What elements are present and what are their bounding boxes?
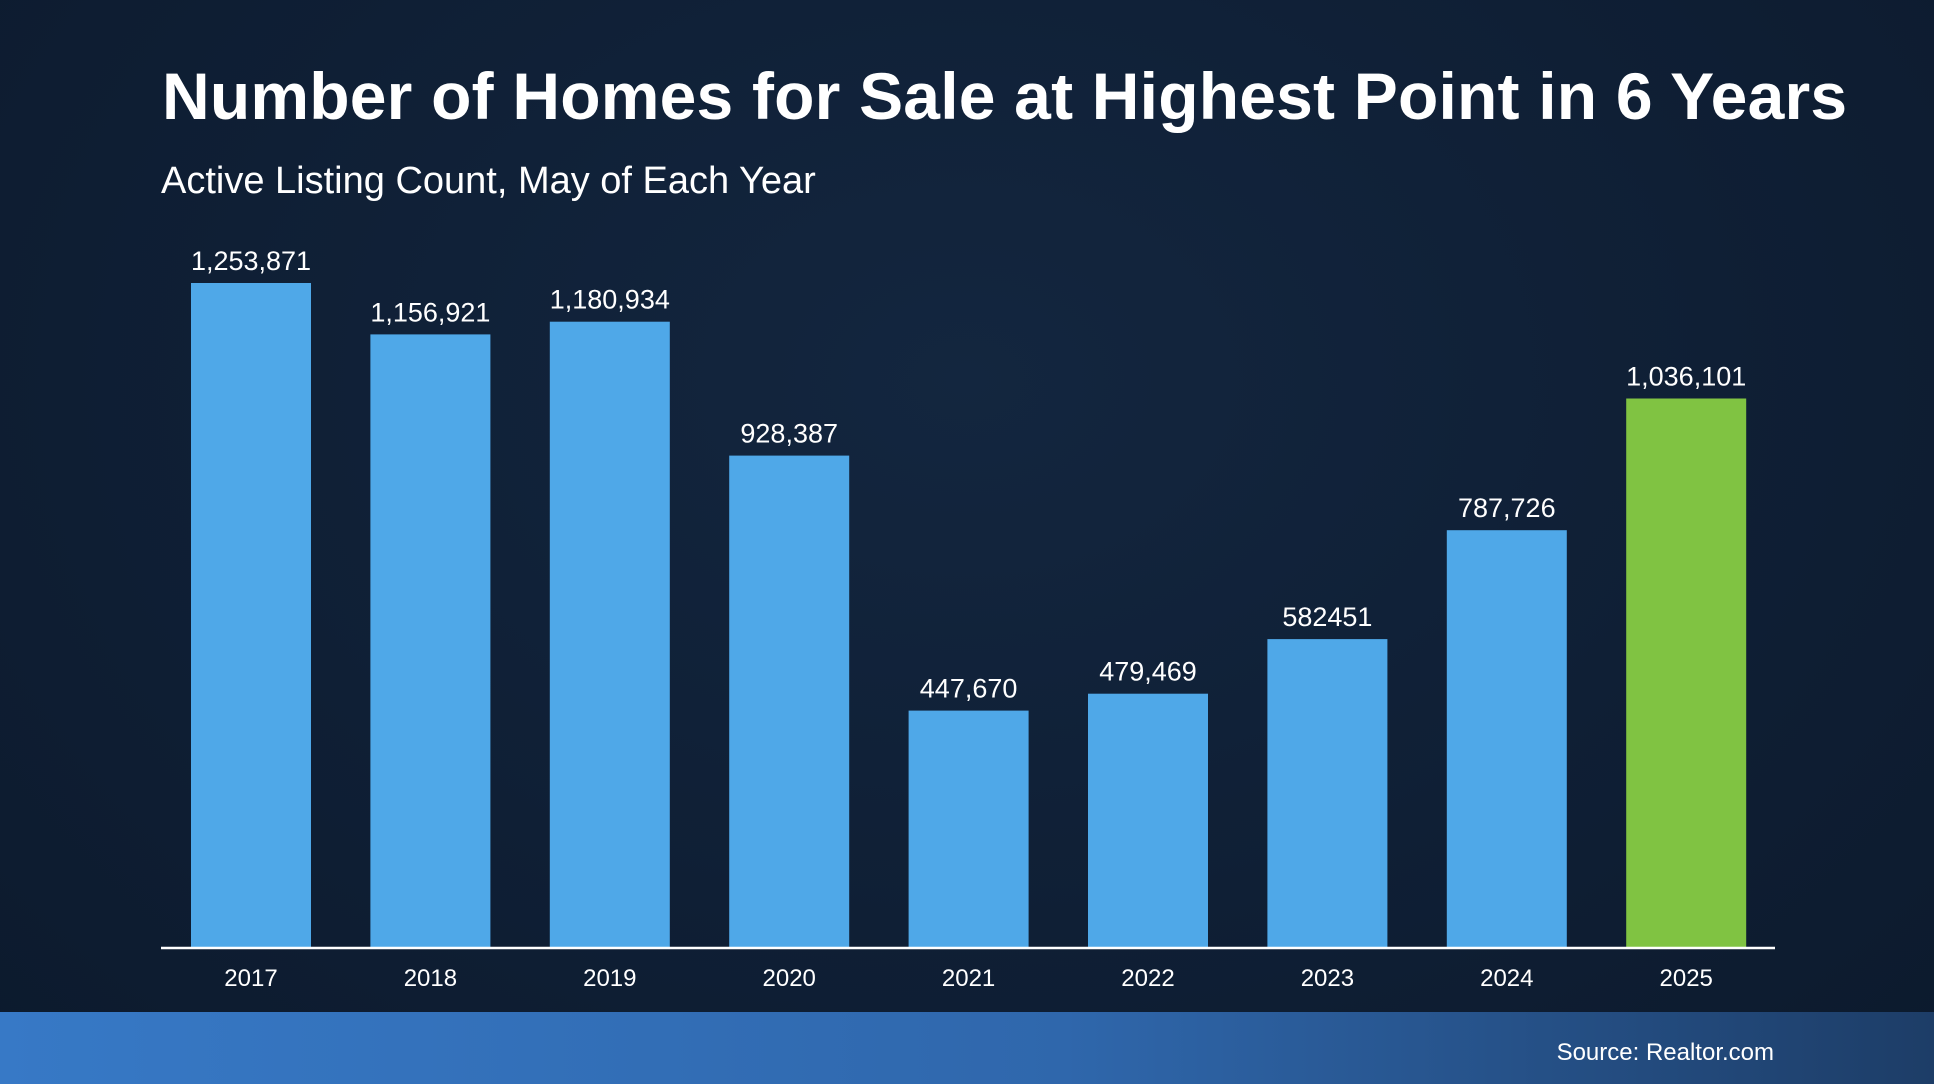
x-tick-label-2017: 2017	[224, 965, 277, 992]
value-label-2018: 1,156,921	[370, 297, 490, 327]
x-tick-label-2024: 2024	[1480, 965, 1533, 992]
value-label-2020: 928,387	[740, 419, 838, 449]
bar-2017	[191, 283, 311, 948]
chart-subtitle: Active Listing Count, May of Each Year	[161, 160, 816, 202]
value-label-2023: 582451	[1282, 602, 1372, 632]
bar-chart: 1,253,871 1,156,921 1,180,934 928,387 447,67…	[191, 246, 1747, 992]
value-label-2025: 1,036,101	[1626, 362, 1746, 392]
bar-2022	[1088, 693, 1208, 948]
x-tick-label-2020: 2020	[763, 965, 816, 992]
bar-2024	[1446, 530, 1567, 948]
value-label-2021: 447,670	[920, 674, 1018, 704]
x-tick-label-2021: 2021	[942, 965, 995, 992]
value-label-2024: 787,726	[1458, 493, 1556, 523]
bar-2025	[1626, 398, 1747, 948]
x-tick-label-2019: 2019	[583, 965, 636, 992]
value-label-2022: 479,469	[1099, 657, 1197, 687]
value-labels-group: 1,253,871 1,156,921 1,180,934 928,387 447,67…	[191, 246, 1746, 704]
bars-group	[191, 283, 1747, 948]
value-label-2019: 1,180,934	[550, 285, 670, 315]
x-tick-label-2022: 2022	[1121, 965, 1174, 992]
x-tick-labels-group: 2017 2018 2019 2020 2021 2022 2023 2024 2025	[224, 965, 1713, 992]
source-label: Source: Realtor.com	[1556, 1039, 1774, 1066]
x-tick-label-2023: 2023	[1301, 965, 1354, 992]
x-tick-label-2025: 2025	[1660, 965, 1713, 992]
value-label-2017: 1,253,871	[191, 246, 311, 276]
bar-2021	[908, 710, 1029, 948]
bar-2018	[370, 334, 491, 948]
x-tick-label-2018: 2018	[404, 965, 457, 992]
footer-bar: Source: Realtor.com	[0, 1012, 1934, 1084]
bar-2020	[729, 455, 850, 948]
chart-title: Number of Homes for Sale at Highest Poin…	[162, 59, 1848, 133]
bar-2019	[549, 321, 670, 948]
bar-2023	[1267, 639, 1388, 948]
